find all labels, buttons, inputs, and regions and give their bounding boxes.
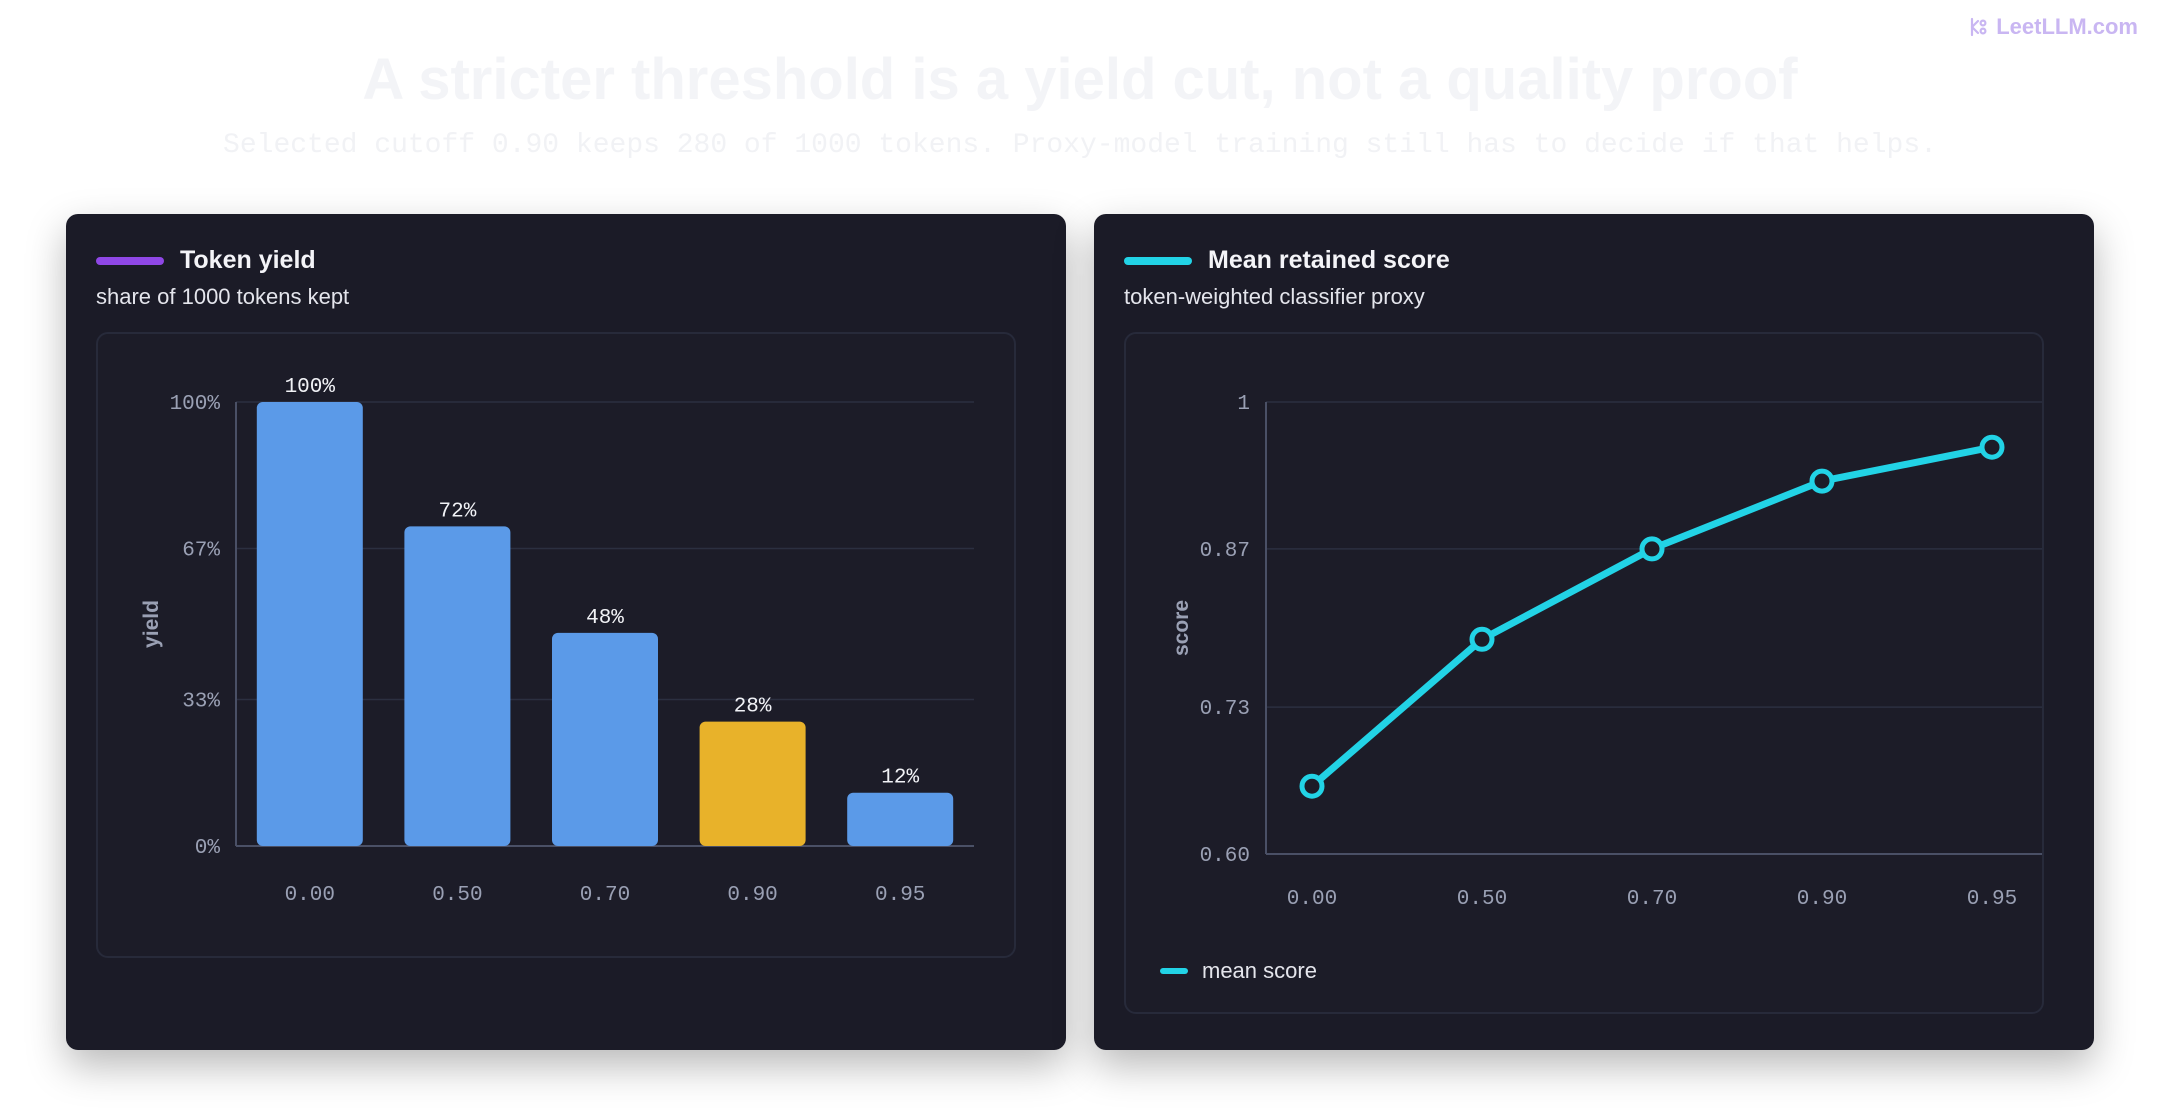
y-tick-label: 67% <box>182 540 220 563</box>
score-panel-subtitle: token-weighted classifier proxy <box>1124 284 1425 309</box>
x-tick-label: 0.50 <box>432 884 482 907</box>
y-axis-label: yield <box>140 600 163 648</box>
score-panel: Mean retained score token-weighted class… <box>1094 214 2094 1050</box>
bar-value-label: 48% <box>586 607 624 630</box>
yield-panel-subtitle: share of 1000 tokens kept <box>96 284 350 309</box>
x-tick-label: 0.00 <box>1287 888 1337 911</box>
brand-name: LeetLLM.com <box>1996 14 2138 39</box>
x-tick-label: 0.90 <box>727 884 777 907</box>
legend-swatch <box>1160 968 1188 974</box>
y-tick-label: 0.60 <box>1200 845 1250 868</box>
data-point <box>1469 626 1495 652</box>
data-point <box>1299 773 1325 799</box>
score-legend: mean score <box>1160 958 1317 984</box>
score-chart-frame: 0.60 0.73 0.87 1 0.00 0.50 0.70 0.90 0.95 score <box>1124 332 2044 1014</box>
yield-panel: Token yield share of 1000 tokens kept 0%… <box>66 214 1066 1050</box>
data-point <box>1979 434 2005 460</box>
leetllm-logo-icon <box>1971 17 1987 37</box>
data-point <box>1639 536 1665 562</box>
bar <box>404 526 511 846</box>
y-tick-label: 0% <box>195 837 221 860</box>
yield-swatch <box>96 256 164 265</box>
data-point <box>1809 468 1835 494</box>
x-tick-label: 0.95 <box>1967 888 2017 911</box>
bar-value-label: 100% <box>285 376 336 399</box>
bar-value-label: 28% <box>734 696 772 719</box>
bar <box>256 402 363 846</box>
y-tick-label: 33% <box>182 690 220 713</box>
bar <box>699 721 806 846</box>
page-subtitle: Selected cutoff 0.90 keeps 280 of 1000 t… <box>223 130 1937 161</box>
score-swatch <box>1124 256 1192 265</box>
page-title: A stricter threshold is a yield cut, not… <box>362 47 1798 112</box>
y-tick-label: 100% <box>170 393 221 416</box>
bar-value-label: 72% <box>438 500 476 523</box>
legend-label: mean score <box>1202 958 1317 983</box>
yield-panel-title: Token yield <box>180 246 316 274</box>
y-tick-label: 1 <box>1237 393 1250 416</box>
y-tick-label: 0.73 <box>1200 698 1250 721</box>
y-tick-label: 0.87 <box>1200 540 1250 563</box>
x-tick-label: 0.70 <box>580 884 630 907</box>
bar-value-label: 12% <box>881 767 919 790</box>
score-panel-title: Mean retained score <box>1208 246 1450 274</box>
x-tick-label: 0.90 <box>1797 888 1847 911</box>
bar <box>552 632 658 846</box>
x-tick-label: 0.95 <box>875 884 925 907</box>
series-line <box>1308 443 1996 790</box>
x-tick-label: 0.70 <box>1627 888 1677 911</box>
x-tick-label: 0.50 <box>1457 888 1507 911</box>
x-tick-label: 0.00 <box>285 884 335 907</box>
brand-logo[interactable]: LeetLLM.com <box>1966 14 2138 40</box>
yield-chart-frame: 0% 33% 67% 100% 100% 0.00 72% 0.50 48% 0.70 28% 0.9… <box>96 332 1016 958</box>
y-axis-label: score <box>1170 600 1193 656</box>
yield-bar-chart: 0% 33% 67% 100% 100% 0.00 72% 0.50 48% 0.70 28% 0.9… <box>140 376 974 907</box>
bar <box>847 792 954 846</box>
score-line-chart: 0.60 0.73 0.87 1 0.00 0.50 0.70 0.90 0.95 score <box>1170 393 2042 911</box>
